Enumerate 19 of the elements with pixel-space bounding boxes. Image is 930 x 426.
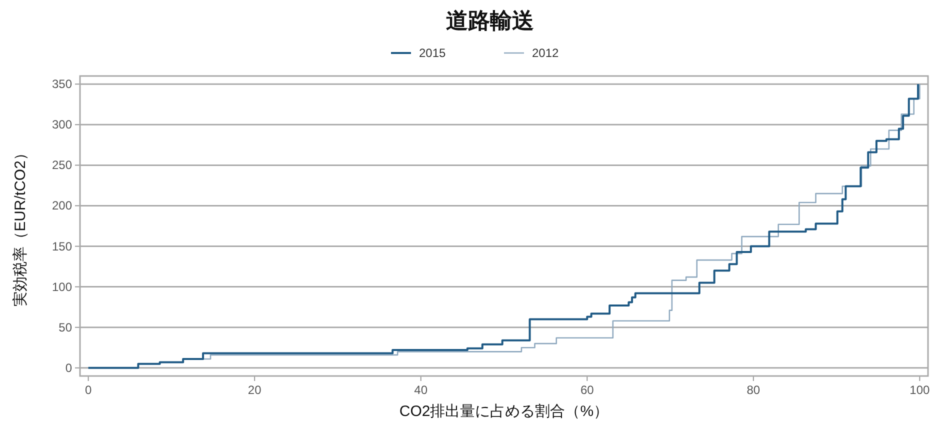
x-tick-label: 0 — [84, 383, 92, 397]
x-tick-label: 100 — [910, 383, 930, 397]
y-tick-label: 200 — [52, 198, 72, 213]
legend-label: 2012 — [532, 46, 560, 60]
x-tick-label: 20 — [248, 383, 262, 397]
x-tick-label: 80 — [746, 383, 760, 397]
x-axis-title: CO2排出量に占める割合（%） — [399, 403, 609, 420]
x-tick-label: 60 — [580, 383, 594, 397]
x-tick-label: 40 — [414, 383, 428, 397]
y-tick-label: 100 — [52, 280, 72, 294]
y-tick-label: 350 — [52, 77, 72, 92]
y-tick-label: 50 — [58, 320, 72, 334]
legend-label: 2015 — [419, 46, 446, 60]
y-tick-label: 250 — [52, 158, 72, 172]
y-tick-label: 300 — [52, 118, 72, 132]
y-axis-title: 実効税率（EUR/tCO2） — [12, 146, 29, 306]
chart-title: 道路輸送 — [446, 8, 534, 33]
y-tick-label: 0 — [65, 360, 72, 375]
y-tick-label: 150 — [52, 239, 72, 254]
